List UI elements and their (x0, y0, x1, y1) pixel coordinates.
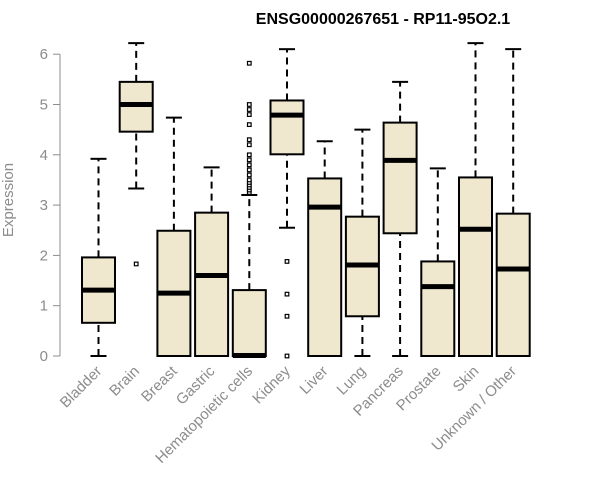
y-tick-label: 2 (40, 247, 48, 264)
box-liver (307, 140, 343, 357)
y-tick-label: 3 (40, 197, 48, 214)
y-tick-label: 1 (40, 298, 48, 315)
outlier-point (246, 137, 252, 143)
box-hematopoietic-cells (231, 60, 267, 358)
box-bladder (81, 157, 116, 357)
outlier-point (246, 162, 252, 168)
outlier-point (246, 112, 252, 117)
y-tick-label: 6 (40, 46, 48, 63)
box-iqr (420, 260, 456, 358)
outlier-point (246, 142, 252, 148)
y-axis-label: Expression (0, 163, 17, 237)
box-iqr (269, 99, 305, 156)
box-iqr (495, 212, 531, 357)
box-lung (344, 128, 380, 357)
box-series (81, 42, 531, 359)
y-axis: 0 1 2 3 4 5 6 (40, 46, 61, 365)
x-tick-label: Kidney (249, 362, 294, 407)
outlier-point (284, 313, 290, 319)
box-pancreas (382, 80, 418, 357)
box-iqr (458, 176, 493, 357)
x-tick-label: Liver (297, 363, 332, 398)
y-tick-label: 4 (40, 147, 48, 164)
chart-title: ENSG00000267651 - RP11-95O2.1 (256, 11, 511, 28)
outlier-point (284, 291, 290, 297)
outlier-point (246, 172, 252, 178)
box-brain (118, 42, 154, 267)
y-tick-label: 0 (40, 348, 48, 365)
box-iqr (231, 289, 267, 357)
outlier-point (246, 152, 252, 158)
outlier-point (246, 60, 252, 66)
box-breast (156, 116, 192, 358)
outlier-point (284, 259, 290, 264)
outlier-point (246, 177, 252, 183)
x-tick-label: Bladder (57, 363, 106, 412)
outlier-point (246, 157, 252, 163)
outlier-point (246, 122, 252, 128)
box-gastric (194, 166, 230, 357)
box-iqr (194, 211, 230, 357)
box-prostate (420, 167, 456, 358)
outlier-point (246, 107, 252, 112)
y-tick-label: 5 (40, 97, 48, 114)
box-unknown-other (495, 48, 531, 357)
x-tick-label: Skin (450, 363, 483, 396)
box-skin (458, 42, 493, 357)
outlier-point (246, 102, 252, 107)
outlier-point (246, 167, 252, 173)
outlier-point (284, 353, 290, 359)
box-kidney (269, 48, 305, 359)
box-iqr (382, 121, 418, 235)
outlier-point (133, 261, 139, 267)
